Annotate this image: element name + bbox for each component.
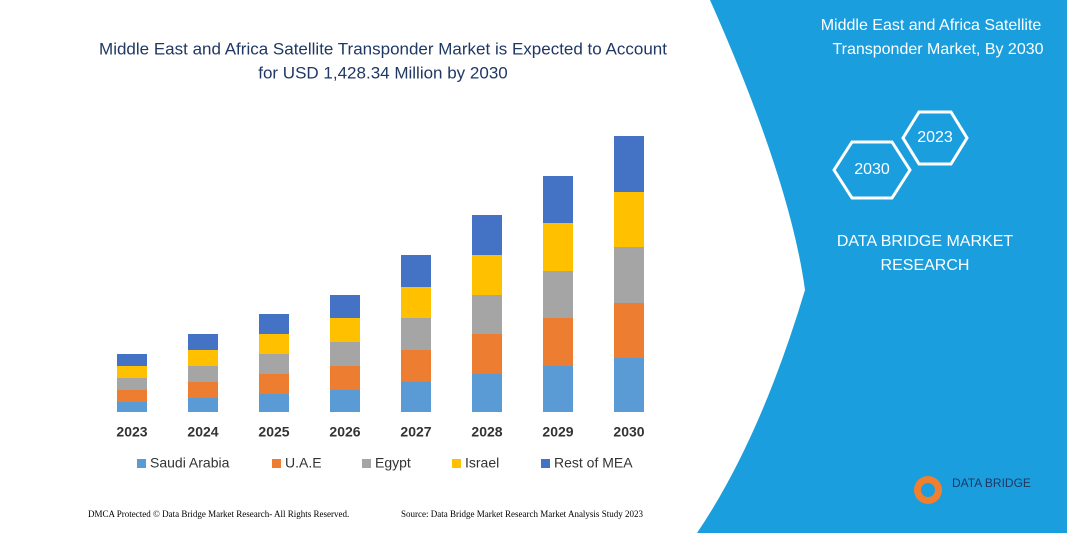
bar-segment	[543, 223, 573, 271]
legend-swatch	[137, 459, 146, 468]
x-tick-label: 2027	[400, 424, 431, 440]
hex-label: 2023	[917, 129, 953, 146]
bar-segment	[614, 136, 644, 192]
bar-segment	[259, 374, 289, 394]
x-tick-label: 2028	[471, 424, 502, 440]
bar-segment	[543, 318, 573, 366]
x-tick-label: 2024	[187, 424, 218, 440]
bar-segment	[472, 255, 502, 295]
legend-label: Rest of MEA	[554, 455, 633, 471]
bar-segment	[188, 334, 218, 350]
legend-swatch	[452, 459, 461, 468]
bar-segment	[259, 334, 289, 354]
bar-segment	[614, 358, 644, 412]
bar-segment	[188, 366, 218, 382]
bar-segment	[543, 366, 573, 412]
x-tick-label: 2029	[542, 424, 573, 440]
bar-segment	[259, 354, 289, 374]
bar-segment	[188, 382, 218, 398]
brand-text: DATA BRIDGE MARKET	[837, 233, 1014, 250]
bar-segment	[188, 398, 218, 412]
legend-label: Israel	[465, 455, 499, 471]
legend-swatch	[541, 459, 550, 468]
bar-segment	[614, 303, 644, 358]
bar-segment	[472, 374, 502, 412]
footer-note: DMCA Protected © Data Bridge Market Rese…	[88, 509, 349, 519]
bar-segment	[614, 247, 644, 303]
bar-segment	[401, 382, 431, 412]
bar-segment	[259, 394, 289, 412]
legend-swatch	[362, 459, 371, 468]
bar-segment	[472, 334, 502, 374]
bar-segment	[543, 271, 573, 318]
legend-label: U.A.E	[285, 455, 322, 471]
x-tick-label: 2030	[613, 424, 644, 440]
legend-label: Egypt	[375, 455, 411, 471]
bar-segment	[401, 318, 431, 350]
bar-segment	[614, 192, 644, 247]
bar-segment	[259, 314, 289, 334]
bar-segment	[401, 255, 431, 287]
x-tick-label: 2025	[258, 424, 289, 440]
legend-label: Saudi Arabia	[150, 455, 230, 471]
hexagon	[832, 140, 912, 200]
bar-segment	[330, 366, 360, 390]
bar-segment	[117, 390, 147, 402]
bar-segment	[188, 350, 218, 366]
bar-segment	[117, 354, 147, 366]
bar-segment	[330, 390, 360, 412]
bar-segment	[117, 378, 147, 390]
panel-title: Transponder Market, By 2030	[832, 41, 1043, 58]
panel-title: Middle East and Africa Satellite	[821, 17, 1042, 34]
bar-segment	[543, 176, 573, 223]
chart-subtitle: for USD 1,428.34 Million by 2030	[258, 63, 507, 82]
bar-segment	[330, 295, 360, 318]
hexagon	[901, 110, 969, 166]
footer-source: Source: Data Bridge Market Research Mark…	[401, 509, 643, 519]
logo-text: DATA BRIDGE	[952, 476, 1031, 490]
bar-segment	[472, 215, 502, 255]
logo-icon	[921, 483, 935, 497]
bar-segment	[330, 342, 360, 366]
bar-segment	[401, 350, 431, 382]
bar-segment	[117, 402, 147, 412]
bar-segment	[401, 287, 431, 318]
side-panel	[697, 0, 1067, 533]
legend-swatch	[272, 459, 281, 468]
bar-segment	[472, 295, 502, 334]
bar-segment	[330, 318, 360, 342]
chart-title: Middle East and Africa Satellite Transpo…	[99, 39, 667, 58]
brand-text: RESEARCH	[881, 257, 970, 274]
bar-segment	[117, 366, 147, 378]
x-tick-label: 2023	[116, 424, 147, 440]
hex-label: 2030	[854, 161, 890, 178]
x-tick-label: 2026	[329, 424, 360, 440]
